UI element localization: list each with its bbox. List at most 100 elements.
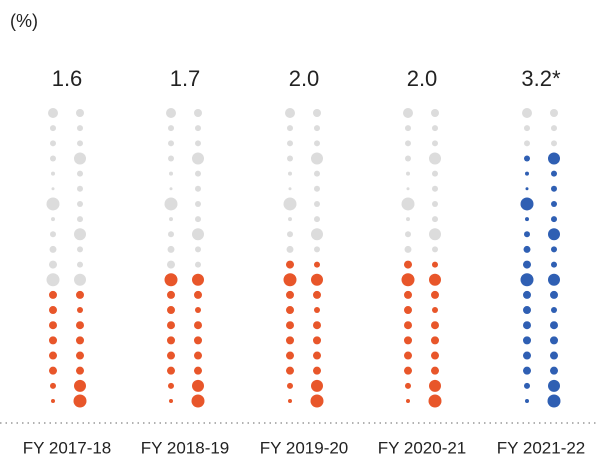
value-dot <box>314 307 320 314</box>
value-dot <box>432 307 438 314</box>
background-dot <box>403 108 413 118</box>
value-dot <box>428 394 442 408</box>
background-dot <box>287 231 293 238</box>
value-dot <box>74 379 86 392</box>
background-dot <box>164 197 178 211</box>
value-dot <box>167 351 175 360</box>
value-dot <box>525 217 529 222</box>
value-dot <box>49 336 57 345</box>
background-dot <box>195 261 201 268</box>
x-tick-label: FY 2018-19 <box>141 438 230 457</box>
value-dot <box>167 321 175 330</box>
value-label: 1.6 <box>52 66 83 91</box>
background-dot <box>169 171 173 176</box>
background-dot <box>314 170 320 177</box>
background-dot <box>287 155 293 162</box>
value-dot <box>432 261 438 268</box>
value-dot <box>520 197 534 211</box>
background-dot <box>169 187 173 191</box>
value-dot <box>523 290 531 299</box>
value-dot <box>49 366 57 375</box>
background-dot <box>77 185 83 192</box>
value-dot <box>76 366 84 375</box>
value-dot <box>192 379 204 392</box>
value-dot <box>550 366 558 375</box>
value-dot <box>194 321 202 330</box>
value-dot <box>404 260 412 269</box>
background-dot <box>167 245 175 253</box>
x-tick-label: FY 2017-18 <box>23 438 112 457</box>
chart-subtitle: (%) <box>10 11 38 31</box>
background-dot <box>169 217 173 222</box>
x-tick-label: FY 2019-20 <box>260 438 349 457</box>
background-dot <box>51 171 55 176</box>
value-dot <box>525 187 529 191</box>
background-dot <box>77 200 83 207</box>
background-dot <box>286 245 294 253</box>
value-dot <box>404 321 412 330</box>
value-dot <box>551 185 557 192</box>
background-dot <box>283 197 297 211</box>
value-dot <box>547 394 561 408</box>
background-dot <box>166 108 176 118</box>
value-dot <box>524 382 530 389</box>
value-dot <box>76 290 84 299</box>
background-dot <box>405 125 411 132</box>
background-dot <box>74 228 86 241</box>
background-dot <box>314 216 320 223</box>
background-dot <box>288 171 292 176</box>
background-dot <box>50 140 56 147</box>
background-dot <box>77 170 83 177</box>
value-dot <box>523 306 531 315</box>
value-dot <box>194 336 202 345</box>
value-dot <box>76 336 84 345</box>
background-dot <box>76 109 84 117</box>
background-dot <box>46 273 60 287</box>
value-dot <box>195 307 201 314</box>
value-dot <box>167 290 175 299</box>
background-dot <box>46 197 60 211</box>
background-dot <box>551 140 557 147</box>
background-dot <box>194 109 202 117</box>
background-dot <box>168 231 174 238</box>
value-dot <box>525 399 529 403</box>
value-dot <box>311 273 323 286</box>
background-dot <box>77 216 83 223</box>
value-dot <box>286 351 294 360</box>
value-dot <box>167 366 175 375</box>
value-dot <box>431 321 439 330</box>
background-dot <box>49 245 57 253</box>
background-dot <box>192 228 204 241</box>
background-dot <box>432 140 438 147</box>
background-dot <box>314 125 320 132</box>
background-dot <box>432 216 438 223</box>
value-dot <box>404 306 412 315</box>
background-dot <box>195 140 201 147</box>
value-dot <box>431 366 439 375</box>
value-dot <box>523 260 531 269</box>
background-dot <box>77 140 83 147</box>
background-dot <box>432 170 438 177</box>
value-dot <box>313 366 321 375</box>
background-dot <box>432 200 438 207</box>
background-dot <box>77 261 83 268</box>
value-dot <box>287 382 293 389</box>
value-dot <box>429 379 441 392</box>
value-dot <box>286 290 294 299</box>
background-dot <box>314 140 320 147</box>
value-dot <box>550 321 558 330</box>
value-dot <box>313 336 321 345</box>
value-dot <box>50 382 56 389</box>
background-dot <box>406 217 410 222</box>
value-dot <box>523 336 531 345</box>
value-dot <box>551 307 557 314</box>
background-dot <box>432 185 438 192</box>
value-dot <box>524 155 530 162</box>
value-dot <box>194 290 202 299</box>
value-dot <box>550 336 558 345</box>
background-dot <box>77 246 83 253</box>
value-dot <box>523 366 531 375</box>
value-dot <box>167 306 175 315</box>
background-dot <box>48 108 58 118</box>
value-dot <box>313 351 321 360</box>
